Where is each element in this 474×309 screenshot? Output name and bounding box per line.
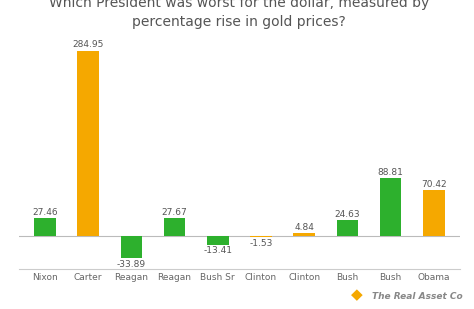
Text: 4.84: 4.84	[294, 223, 314, 232]
Text: 24.63: 24.63	[335, 210, 360, 219]
Text: ◆: ◆	[351, 287, 363, 302]
Text: 27.46: 27.46	[32, 208, 58, 217]
Text: 284.95: 284.95	[73, 40, 104, 49]
Bar	[337, 220, 358, 236]
Text: The Real Asset Co: The Real Asset Co	[372, 292, 463, 301]
Text: -13.41: -13.41	[203, 246, 232, 255]
Bar	[164, 218, 185, 236]
Text: 70.42: 70.42	[421, 180, 447, 189]
Bar	[250, 236, 272, 237]
Title: Which President was worst for the dollar, measured by
percentage rise in gold pr: Which President was worst for the dollar…	[49, 0, 429, 29]
Bar	[34, 218, 56, 236]
Bar	[423, 190, 445, 236]
Text: 88.81: 88.81	[378, 168, 403, 177]
Bar	[293, 233, 315, 236]
Bar	[120, 236, 142, 258]
Text: -33.89: -33.89	[117, 260, 146, 269]
Text: 27.67: 27.67	[162, 208, 187, 217]
Bar	[207, 236, 228, 245]
Bar	[77, 51, 99, 236]
Bar	[380, 178, 401, 236]
Text: -1.53: -1.53	[249, 239, 273, 248]
